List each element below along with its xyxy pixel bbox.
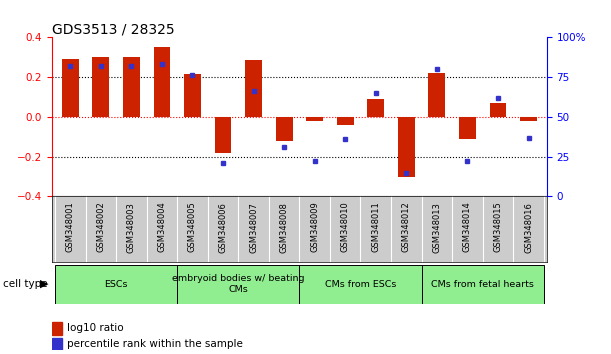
Text: GSM348014: GSM348014 <box>463 202 472 252</box>
Text: GSM348011: GSM348011 <box>371 202 380 252</box>
Bar <box>520 117 537 121</box>
Text: GSM348010: GSM348010 <box>341 202 349 252</box>
Text: GSM348003: GSM348003 <box>127 202 136 253</box>
Bar <box>459 117 476 139</box>
Text: GSM348006: GSM348006 <box>219 202 227 253</box>
Bar <box>153 47 170 117</box>
Bar <box>62 59 79 117</box>
Bar <box>123 57 140 117</box>
Text: GDS3513 / 28325: GDS3513 / 28325 <box>52 22 175 36</box>
Bar <box>245 60 262 117</box>
Bar <box>337 117 354 125</box>
Bar <box>299 264 422 304</box>
Text: GSM348016: GSM348016 <box>524 202 533 253</box>
Text: GSM348012: GSM348012 <box>402 202 411 252</box>
Text: ▶: ▶ <box>40 279 48 289</box>
Bar <box>55 264 177 304</box>
Bar <box>52 322 62 335</box>
Text: ESCs: ESCs <box>104 280 128 289</box>
Text: CMs from fetal hearts: CMs from fetal hearts <box>431 280 534 289</box>
Bar <box>214 117 232 153</box>
Text: GSM348004: GSM348004 <box>158 202 166 252</box>
Bar <box>367 99 384 117</box>
Text: percentile rank within the sample: percentile rank within the sample <box>67 339 243 349</box>
Text: log10 ratio: log10 ratio <box>67 323 123 333</box>
Bar <box>52 338 62 350</box>
Text: GSM348001: GSM348001 <box>66 202 75 252</box>
Text: GSM348002: GSM348002 <box>97 202 105 252</box>
Text: embryoid bodies w/ beating
CMs: embryoid bodies w/ beating CMs <box>172 274 304 294</box>
Text: GSM348007: GSM348007 <box>249 202 258 253</box>
Bar <box>276 117 293 141</box>
Bar <box>184 74 201 117</box>
Bar <box>398 117 415 177</box>
Bar <box>489 103 507 117</box>
Text: GSM348008: GSM348008 <box>280 202 288 253</box>
Text: GSM348015: GSM348015 <box>494 202 502 252</box>
Bar <box>422 264 544 304</box>
Text: GSM348009: GSM348009 <box>310 202 319 252</box>
Bar <box>428 73 445 117</box>
Text: GSM348005: GSM348005 <box>188 202 197 252</box>
Text: CMs from ESCs: CMs from ESCs <box>325 280 396 289</box>
Bar <box>92 57 109 117</box>
Bar <box>177 264 299 304</box>
Text: GSM348013: GSM348013 <box>433 202 441 253</box>
Text: cell type: cell type <box>3 279 48 289</box>
Bar <box>306 117 323 121</box>
